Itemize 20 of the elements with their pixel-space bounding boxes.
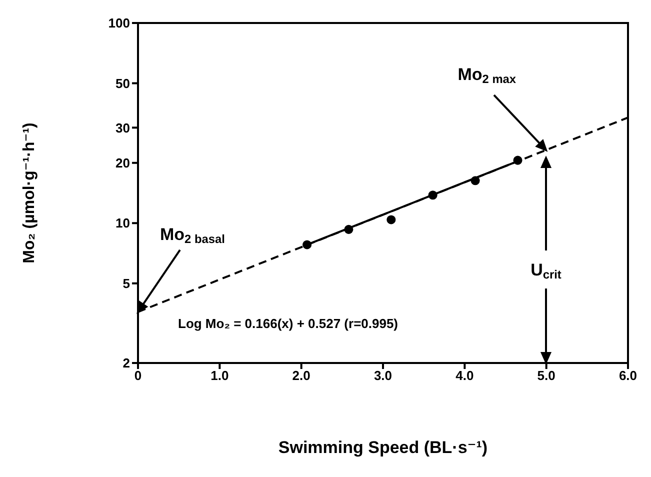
annotation: U$_{crit}$ (530, 260, 562, 282)
y-tick-label: 50 (116, 76, 130, 91)
x-tick-label: 6.0 (618, 368, 638, 384)
y-tick-label: 2 (122, 356, 130, 371)
x-tick-label: 1.0 (210, 368, 229, 384)
annotation: Mo$_{2 basal}$ (160, 224, 225, 246)
annotation: Mo$_{2 max}$ (458, 65, 516, 86)
y-tick-label: 10 (116, 216, 130, 231)
y-axis-title: Mo₂ (µmol·g⁻¹·h⁻¹) (21, 122, 38, 264)
y-tick-label: 5 (122, 276, 130, 291)
y-tick-label: 30 (116, 120, 130, 136)
x-axis-title: Swimming Speed (BL·s⁻¹) (278, 438, 488, 457)
x-tick-label: 4.0 (456, 368, 474, 384)
annotation: Log Mo₂ = 0.166(x) + 0.527 (r=0.995) (178, 316, 398, 331)
y-tick-label: 100 (108, 16, 130, 31)
x-tick-label: 2.0 (292, 368, 310, 384)
x-tick-label: 0 (134, 368, 142, 384)
x-tick-label: 5.0 (537, 368, 556, 384)
y-tick-label: 20 (116, 155, 130, 170)
x-tick-label: 3.0 (374, 368, 392, 384)
